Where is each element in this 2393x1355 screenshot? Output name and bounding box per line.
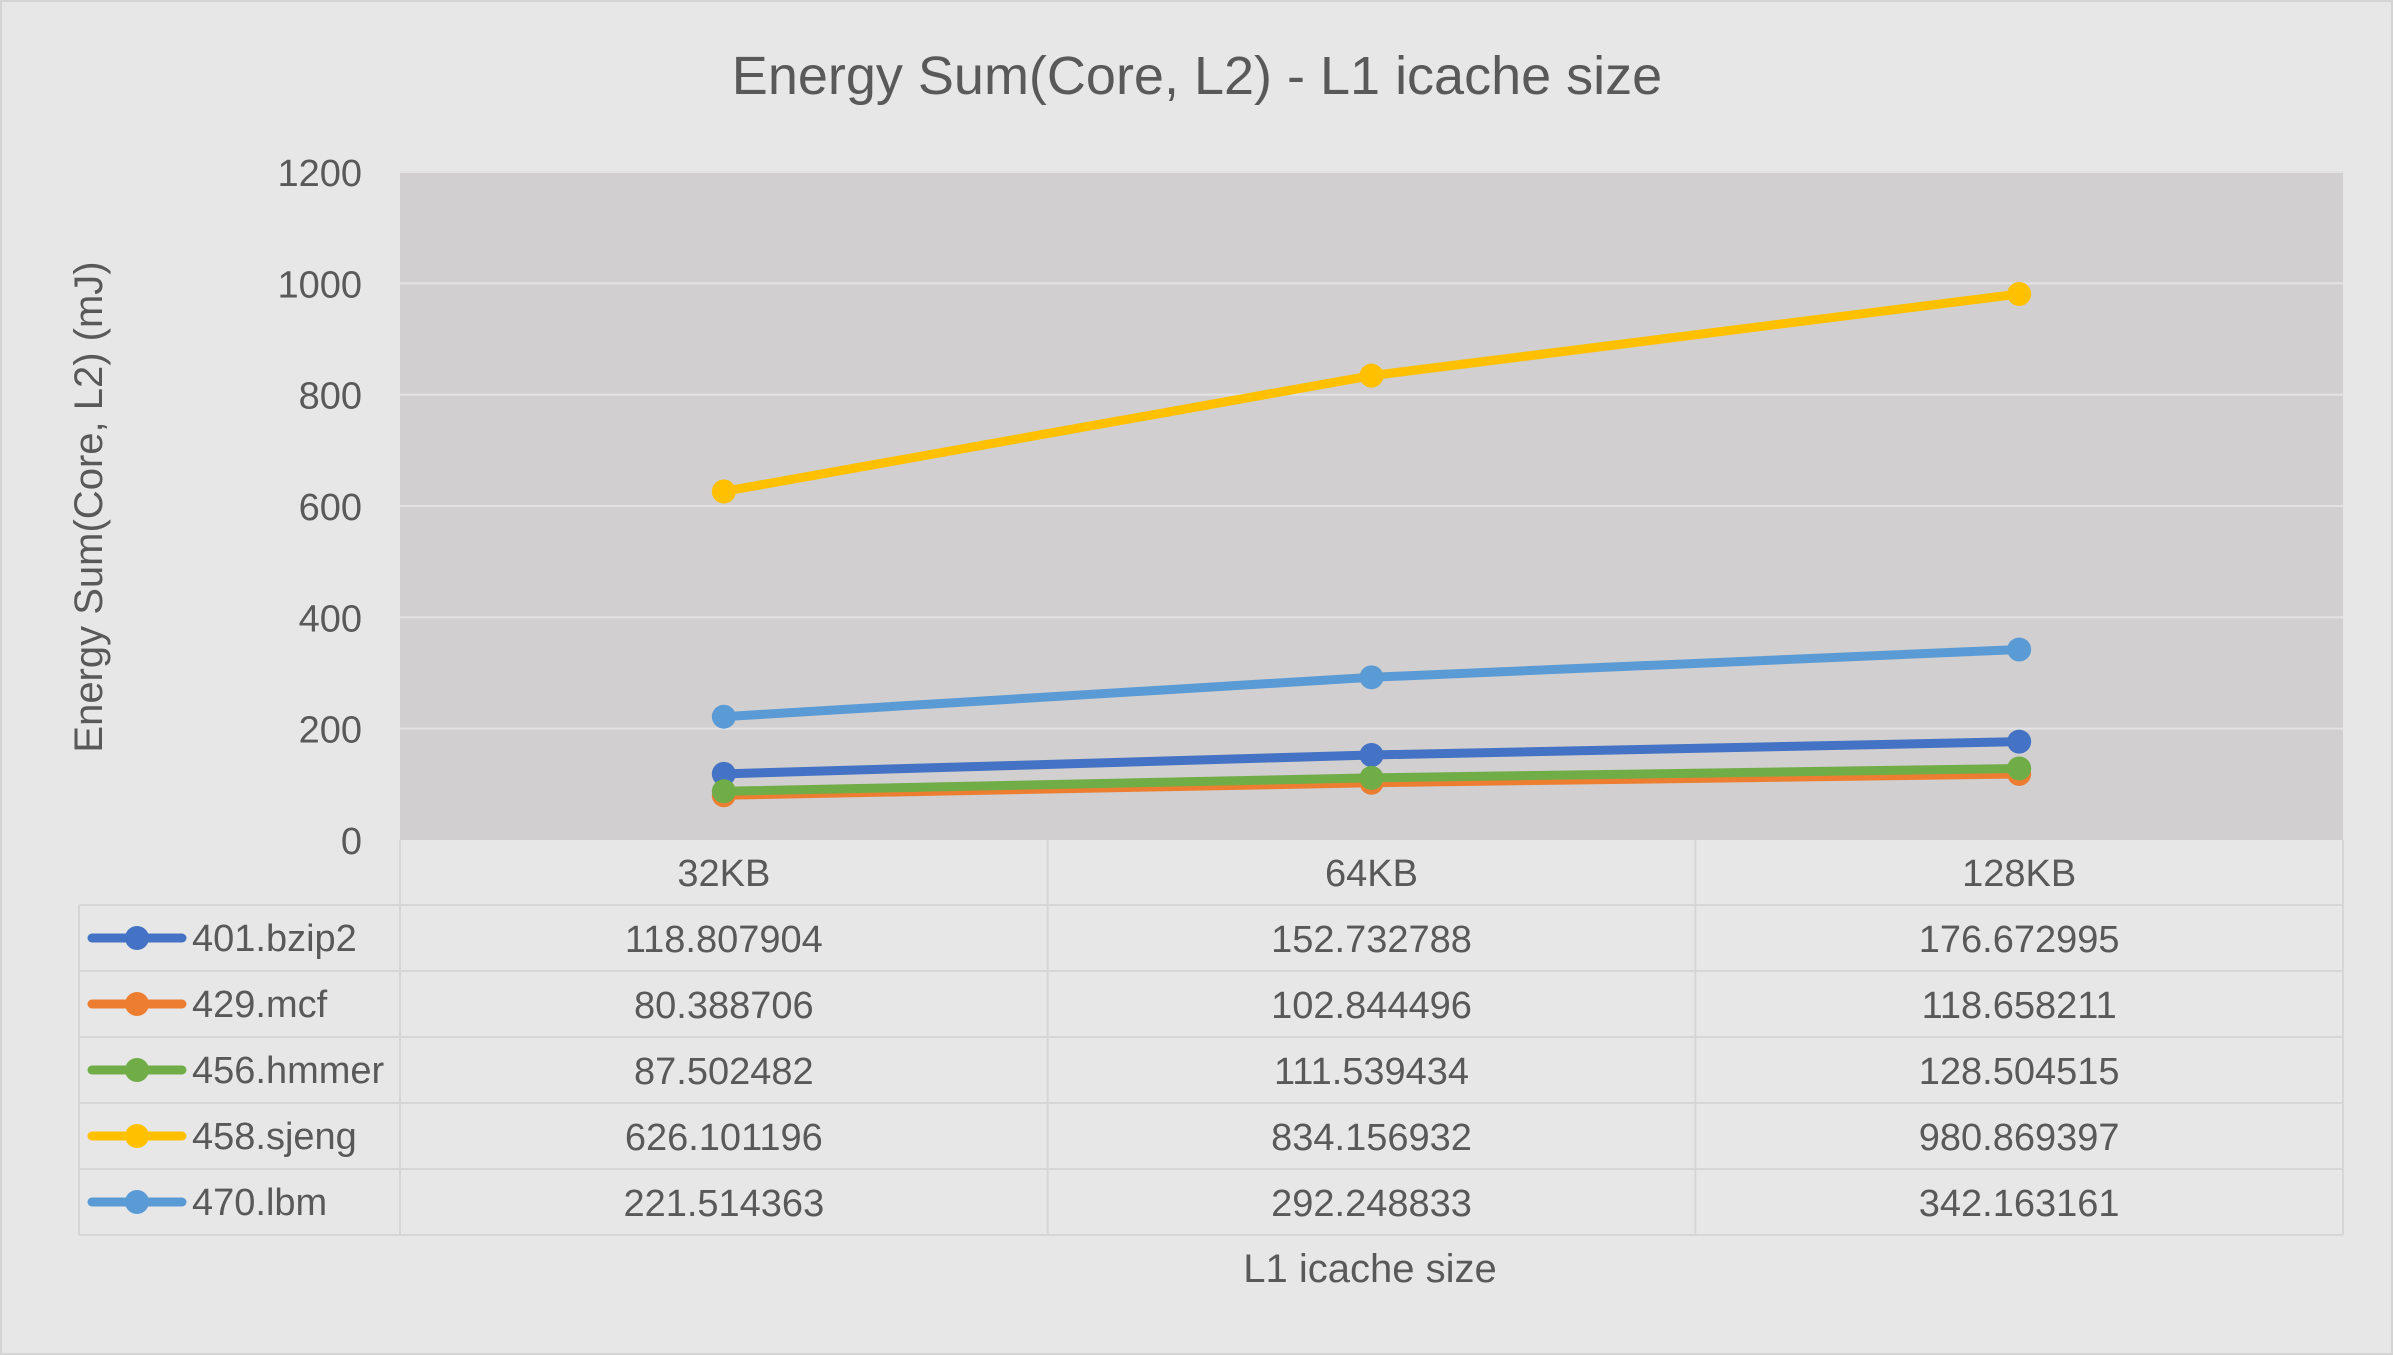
data-point <box>2007 756 2032 781</box>
data-table: 32KB 64KB 128KB 401.bzip2 118.807904 152.7327… <box>78 840 2344 1236</box>
legend-entry: 458.sjeng <box>192 1116 357 1158</box>
series-lines <box>711 281 2032 808</box>
legend-entry: 401.bzip2 <box>192 918 357 960</box>
table-cell-value: 152.732788 <box>1271 919 1472 961</box>
table-cell-value: 176.672995 <box>1919 919 2120 961</box>
table-cell-value: 221.514363 <box>623 1183 824 1225</box>
chart-title: Energy Sum(Core, L2) - L1 icache size <box>732 46 1662 106</box>
legend-key-marker <box>125 1190 149 1214</box>
y-axis-label: Energy Sum(Core, L2) (mJ) <box>67 261 111 752</box>
data-point <box>1359 742 1384 767</box>
legend-key-marker <box>125 1058 149 1082</box>
table-cell-value: 292.248833 <box>1271 1183 1472 1225</box>
x-tick-label: 128KB <box>1962 853 2076 895</box>
legend-entry: 456.hmmer <box>192 1050 385 1092</box>
y-tick-label: 1200 <box>277 153 362 195</box>
data-point <box>1359 765 1384 790</box>
data-point <box>2007 729 2032 754</box>
legend-entry: 470.lbm <box>192 1182 327 1224</box>
x-tick-label: 32KB <box>677 853 770 895</box>
y-tick-label: 0 <box>341 821 362 863</box>
table-cell-value: 342.163161 <box>1919 1183 2120 1225</box>
table-cell-value: 980.869397 <box>1919 1117 2120 1159</box>
table-cell-value: 80.388706 <box>634 985 814 1027</box>
y-tick-label: 600 <box>299 487 362 529</box>
table-cell-value: 118.658211 <box>1922 985 2117 1027</box>
table-cell-value: 626.101196 <box>625 1117 823 1159</box>
table-cell-value: 111.539434 <box>1274 1051 1469 1093</box>
table-cell-value: 102.844496 <box>1271 985 1472 1027</box>
data-point <box>711 704 736 729</box>
x-axis-label: L1 icache size <box>1243 1247 1496 1291</box>
data-point <box>2007 281 2032 306</box>
y-axis-ticks: 0 200 400 600 800 1000 1200 <box>277 153 362 863</box>
legend-key-marker <box>125 926 149 950</box>
table-cell-value: 128.504515 <box>1919 1051 2120 1093</box>
data-point <box>1359 363 1384 388</box>
data-point <box>711 479 736 504</box>
data-point <box>2007 637 2032 662</box>
y-tick-label: 400 <box>299 598 362 640</box>
data-point <box>711 761 736 786</box>
data-point <box>711 779 736 804</box>
legend-entry: 429.mcf <box>192 984 328 1026</box>
legend-key-marker <box>125 992 149 1016</box>
data-point <box>1359 665 1384 690</box>
legend-key-marker <box>125 1124 149 1148</box>
y-tick-label: 1000 <box>277 264 362 306</box>
table-cell-value: 87.502482 <box>634 1051 814 1093</box>
y-tick-label: 800 <box>299 376 362 418</box>
y-tick-label: 200 <box>299 710 362 752</box>
table-cell-value: 118.807904 <box>625 919 823 961</box>
x-tick-label: 64KB <box>1325 853 1418 895</box>
plot-area <box>400 171 2343 840</box>
table-cell-value: 834.156932 <box>1271 1117 1472 1159</box>
